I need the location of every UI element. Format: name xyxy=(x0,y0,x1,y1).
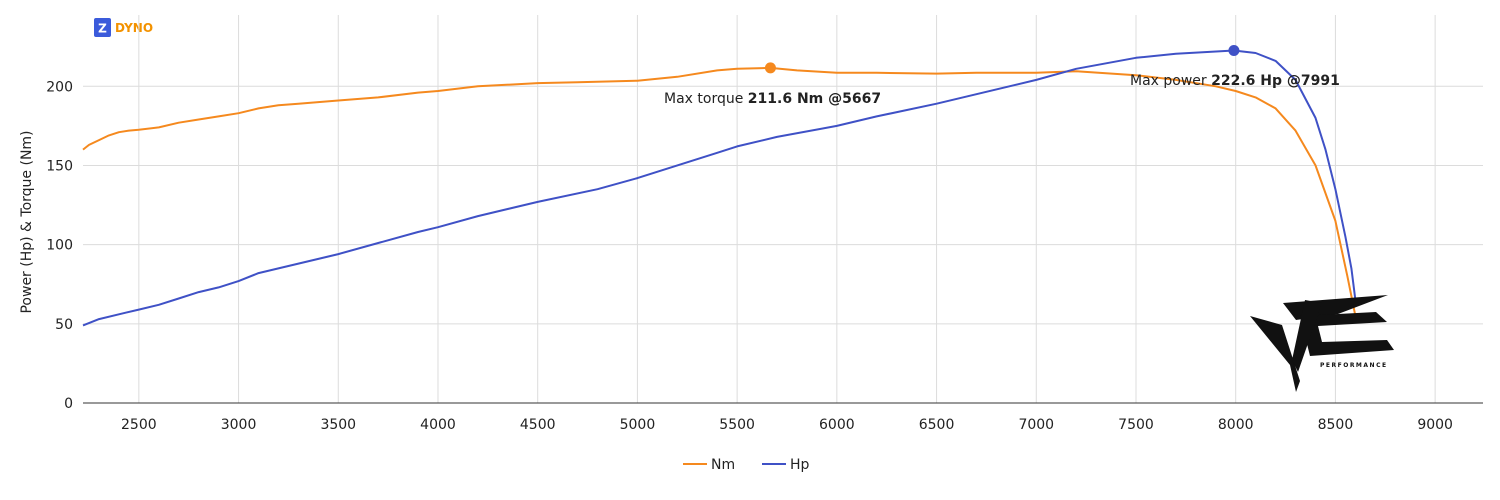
zdyno-logo: Z DYNO xyxy=(94,18,153,37)
max-torque-annotation: Max torque 211.6 Nm @5667 xyxy=(664,91,881,107)
watermark-text: PERFORMANCE xyxy=(1320,362,1388,369)
x-tick-label: 5000 xyxy=(620,417,656,433)
x-tick-label: 8000 xyxy=(1218,417,1254,433)
max-marker-hp xyxy=(1228,44,1240,56)
x-tick-label: 6000 xyxy=(819,417,855,433)
watermark-brush-stroke-2 xyxy=(1300,312,1394,356)
logo-badge xyxy=(94,18,111,37)
x-tick-label: 8500 xyxy=(1318,417,1354,433)
max-torque-value: 211.6 Nm @5667 xyxy=(748,91,881,107)
max-power-prefix: Max power xyxy=(1130,73,1211,89)
max-torque-prefix: Max torque xyxy=(664,91,748,107)
x-tick-label: 7500 xyxy=(1118,417,1154,433)
legend-label-nm: Nm xyxy=(711,457,735,473)
y-axis-title: Power (Hp) & Torque (Nm) xyxy=(19,130,35,313)
series-line-hp xyxy=(82,49,1357,327)
performance-watermark: PERFORMANCE xyxy=(1250,295,1394,392)
x-tick-label: 9000 xyxy=(1417,417,1453,433)
y-tick-label: 100 xyxy=(46,238,73,254)
y-tick-label: 50 xyxy=(55,317,73,333)
x-tick-label: 7000 xyxy=(1018,417,1054,433)
legend-label-hp: Hp xyxy=(790,457,810,473)
y-tick-label: 0 xyxy=(64,396,73,412)
tick-labels: 2500 3000 3500 4000 4500 5000 5500 6000 6500 7000… xyxy=(46,79,1453,433)
series-line-nm xyxy=(82,66,1357,317)
gridlines xyxy=(83,15,1483,404)
watermark-brush-stroke-3 xyxy=(1292,300,1322,372)
y-tick-label: 200 xyxy=(46,79,73,95)
x-tick-label: 6500 xyxy=(919,417,955,433)
max-marker-nm xyxy=(764,62,776,74)
x-tick-label: 4000 xyxy=(420,417,456,433)
max-power-annotation: Max power 222.6 Hp @7991 xyxy=(1130,73,1340,89)
x-tick-label: 4500 xyxy=(520,417,556,433)
x-tick-label: 2500 xyxy=(121,417,157,433)
watermark-brush-shape xyxy=(1250,316,1300,392)
logo-letter: Z xyxy=(98,22,107,36)
series-lines xyxy=(82,49,1357,327)
y-tick-label: 150 xyxy=(46,158,73,174)
max-power-value: 222.6 Hp @7991 xyxy=(1211,73,1340,89)
max-markers xyxy=(764,44,1240,74)
x-tick-label: 3500 xyxy=(320,417,356,433)
x-tick-label: 3000 xyxy=(221,417,257,433)
logo-text: DYNO xyxy=(115,21,153,35)
x-tick-label: 5500 xyxy=(719,417,755,433)
legend: Nm Hp xyxy=(683,457,810,473)
